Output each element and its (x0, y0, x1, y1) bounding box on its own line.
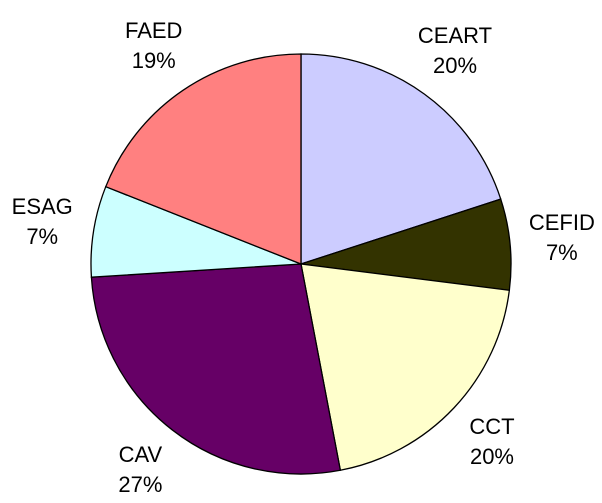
slice-label: FAED (125, 18, 182, 43)
pie-slice (300, 53, 502, 265)
slice-label: CEFID (529, 210, 595, 235)
slice-label: CAV (119, 442, 163, 467)
pie-slice (90, 263, 342, 475)
pie-slice (300, 263, 511, 472)
slice-value-label: 27% (118, 472, 162, 497)
pie-slice (104, 53, 302, 265)
slice-value-label: 7% (546, 240, 578, 265)
slice-label: CCT (469, 414, 514, 439)
slice-value-label: 7% (26, 224, 58, 249)
slice-label: CEART (418, 23, 492, 48)
slice-label: ESAG (12, 194, 73, 219)
slice-value-label: 20% (433, 53, 477, 78)
slice-value-label: 20% (470, 444, 514, 469)
slice-value-label: 19% (132, 48, 176, 73)
